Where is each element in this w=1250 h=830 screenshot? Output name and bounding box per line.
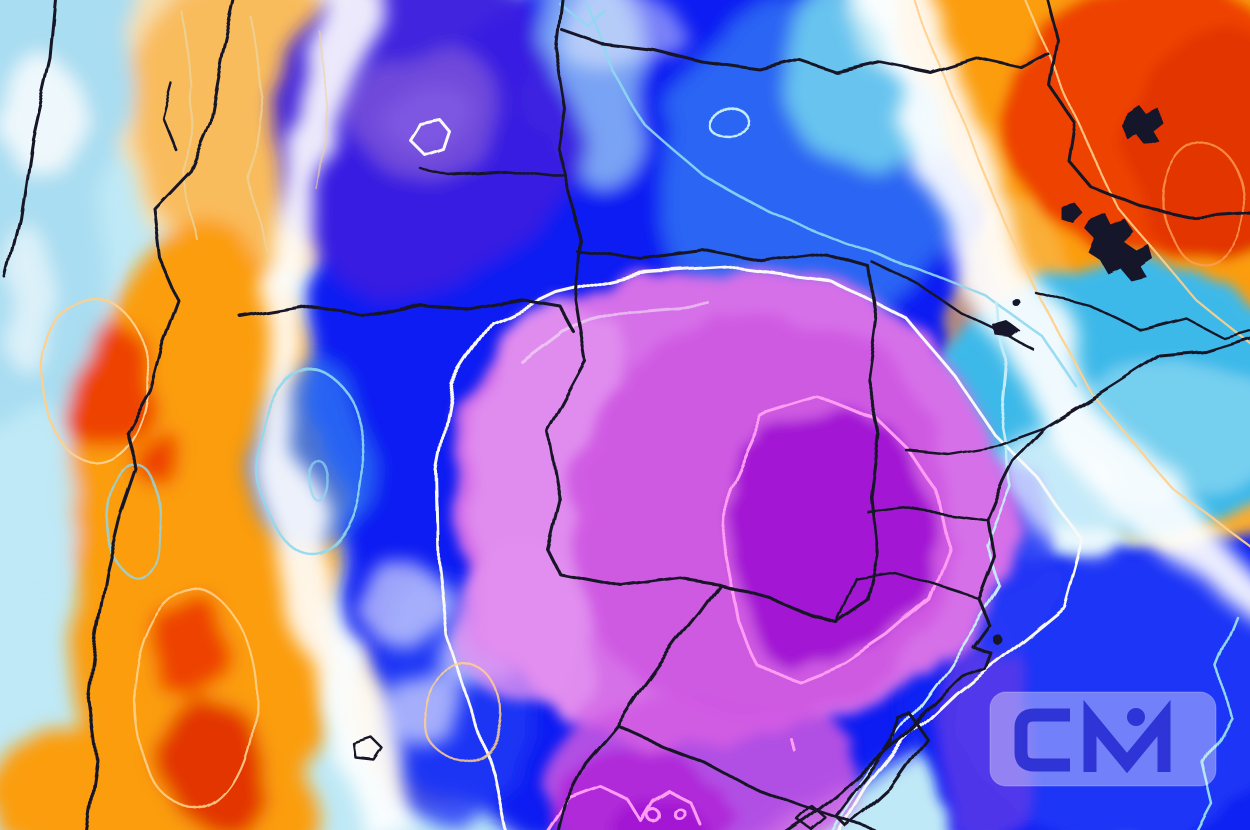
coastline <box>788 337 1250 830</box>
border-paraguay-west <box>546 360 588 576</box>
white-transition-bands <box>255 0 1250 830</box>
mar-chiquita-lake <box>352 736 384 762</box>
border-argentina-bolivia <box>238 298 576 334</box>
border-parana-river <box>834 264 882 624</box>
cold-core-pink-field <box>455 268 1022 830</box>
border-bolivia-brazil <box>560 28 1050 74</box>
lagoa-dos-patos <box>834 712 928 828</box>
border-uruguay-north <box>616 724 876 830</box>
cm-logo-watermark <box>989 691 1217 787</box>
border-paraguay-south <box>557 572 722 830</box>
reservoir-lakes <box>993 104 1162 645</box>
border-andes <box>85 0 237 830</box>
country-state-borders <box>4 0 1250 830</box>
logo-letter-m <box>1083 699 1171 774</box>
logo-dot <box>1127 708 1145 726</box>
lagoa-mirim <box>796 804 828 830</box>
border-paraguay-north <box>576 248 870 268</box>
state-border-pr-sc <box>866 506 990 522</box>
border-far-west <box>4 0 57 280</box>
state-border-sp-pr <box>904 426 1048 456</box>
logo-letter-c <box>1014 708 1070 772</box>
contour-lines <box>41 0 1250 830</box>
state-border-sc-rs <box>834 570 980 624</box>
